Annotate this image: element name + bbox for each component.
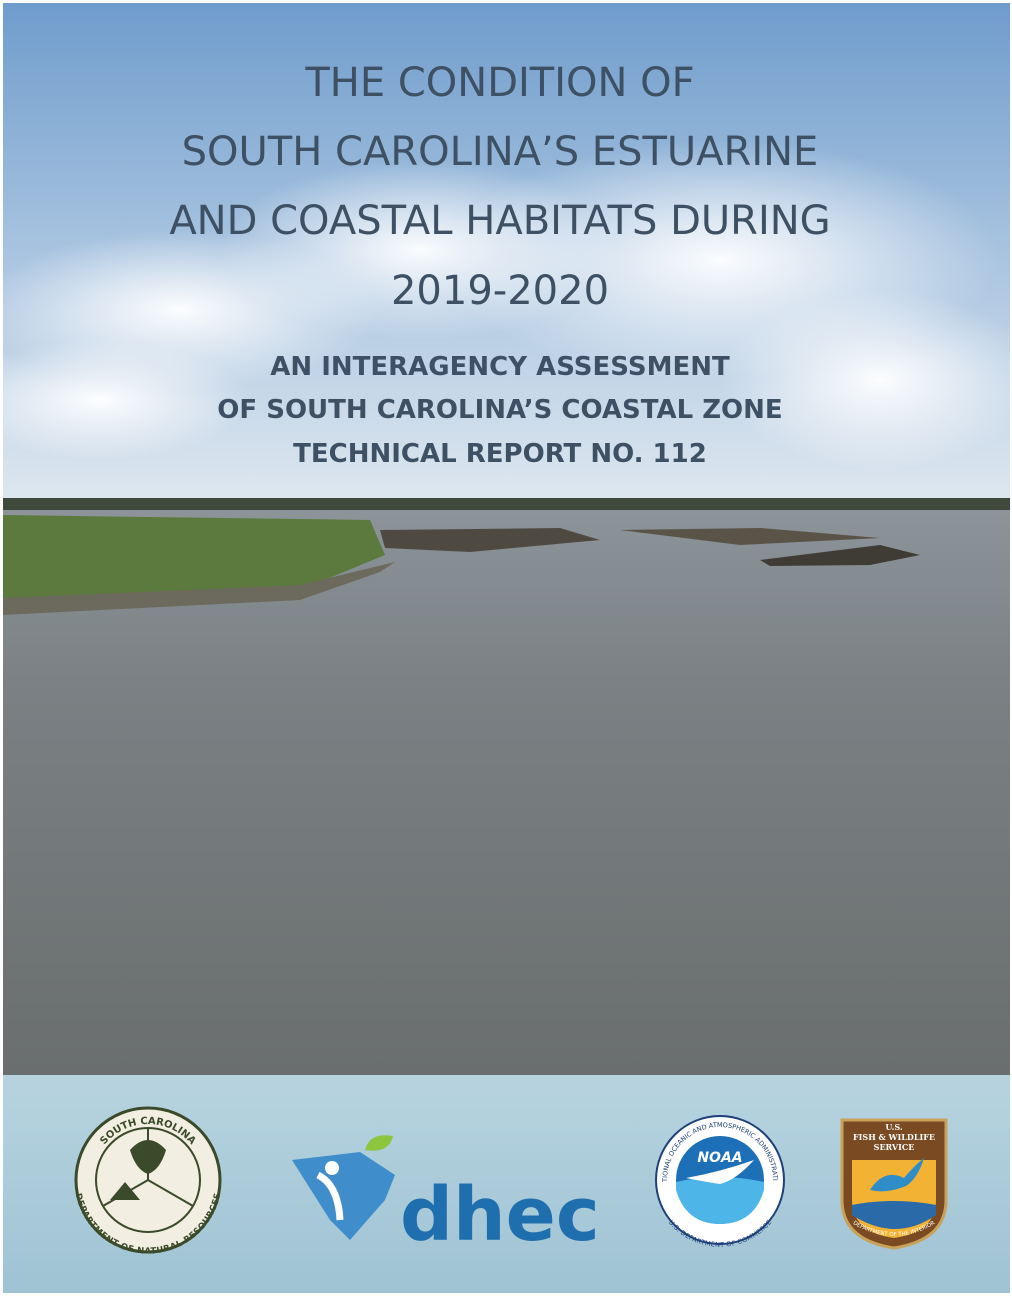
title-block: THE CONDITION OF SOUTH CAROLINA’S ESTUAR… xyxy=(169,60,830,469)
noaa-label: NOAA xyxy=(697,1150,742,1166)
dhec-logo: dhec xyxy=(292,1135,600,1258)
subtitle-line: TECHNICAL REPORT NO. 112 xyxy=(293,439,707,469)
usfws-line: U.S. xyxy=(885,1122,903,1132)
title-line: AND COASTAL HABITATS DURING xyxy=(169,198,830,244)
title-line: SOUTH CAROLINA’S ESTUARINE xyxy=(182,129,819,175)
photo xyxy=(0,3,1012,1075)
subtitle-line: OF SOUTH CAROLINA’S COASTAL ZONE xyxy=(217,395,782,425)
usfws-line: SERVICE xyxy=(874,1142,915,1152)
subtitle-line: AN INTERAGENCY ASSESSMENT xyxy=(270,352,730,382)
dhec-label: dhec xyxy=(400,1172,600,1258)
title-line: 2019-2020 xyxy=(391,268,609,314)
scdnr-logo: SOUTH CAROLINA DEPARTMENT OF NATURAL RES… xyxy=(73,1106,223,1257)
title-line: THE CONDITION OF xyxy=(304,60,694,106)
usfws-logo: U.S. FISH & WILDLIFE SERVICE DEPARTMENT … xyxy=(840,1118,948,1250)
usfws-line: FISH & WILDLIFE xyxy=(853,1132,935,1142)
